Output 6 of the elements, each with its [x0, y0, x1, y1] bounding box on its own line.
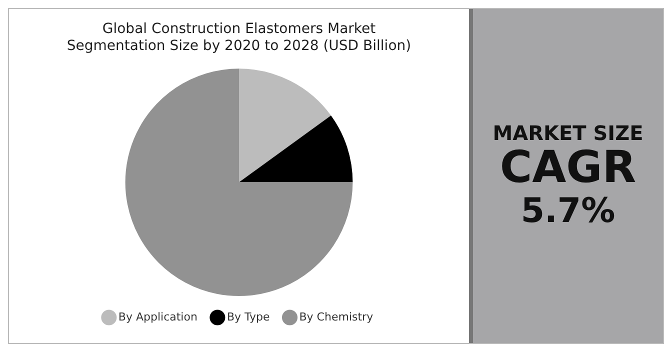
legend-label: By Type — [226, 310, 270, 324]
legend-label: By Chemistry — [299, 310, 374, 324]
text: Segmentation Size by 2020 to 2028 (USD Billion) — [66, 38, 412, 54]
text: Global Construction Elastomers Market — [102, 21, 376, 38]
text: 5.7% — [520, 190, 616, 230]
legend-label: By Application — [118, 310, 198, 324]
